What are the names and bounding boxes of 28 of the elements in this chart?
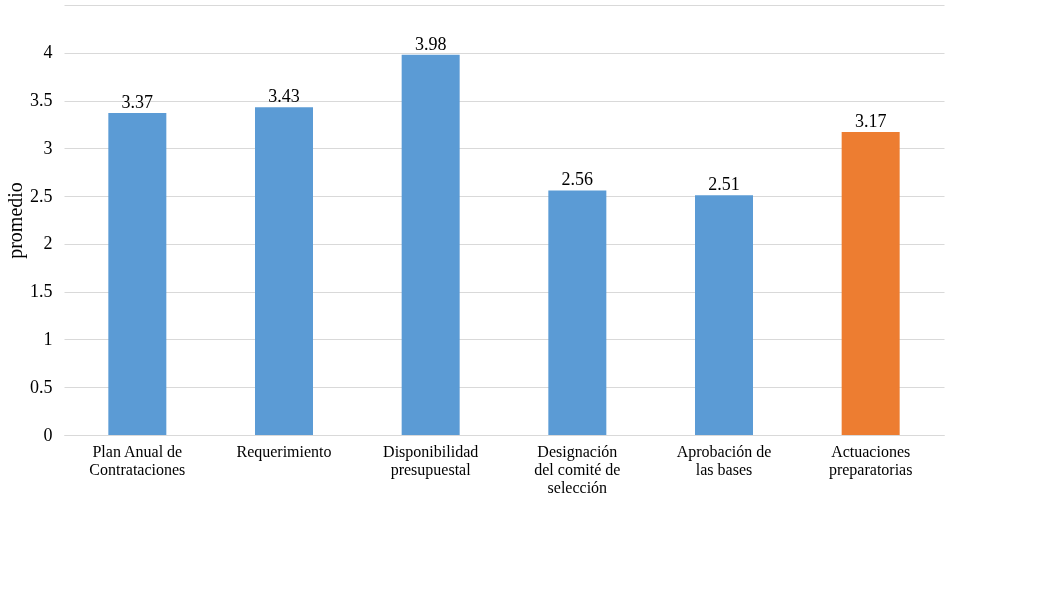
y-tick-label: 3.5 [30, 90, 53, 111]
bar [695, 195, 753, 435]
data-label: 2.56 [561, 169, 594, 190]
x-tick-label: Actuaciones preparatorias [828, 442, 913, 479]
x-tick-label: Requerimiento [236, 442, 332, 461]
y-tick-label: 4 [43, 42, 53, 63]
data-label: 2.51 [708, 174, 740, 195]
x-tick-label: Plan Anual de Contrataciones [89, 442, 186, 478]
data-label: 3.17 [854, 111, 887, 132]
y-axis-title: promedio [4, 182, 27, 259]
x-tick-label: Designación del comité de selección [534, 442, 621, 496]
y-tick-label: 0.5 [30, 376, 53, 397]
bar [108, 112, 167, 435]
bar [841, 132, 900, 435]
bar [401, 54, 460, 435]
y-tick-label: 0 [43, 424, 53, 445]
y-tick-label: 3 [43, 137, 53, 158]
bar [548, 190, 607, 435]
x-tick-label: Aprobación de las bases [676, 442, 772, 478]
data-label: 3.98 [414, 33, 447, 54]
x-tick-label: Disponibilidad presupuestal [383, 442, 479, 479]
y-tick-label: 2.5 [30, 185, 53, 206]
bar [255, 107, 313, 435]
data-label: 3.43 [268, 86, 300, 107]
y-tick-label: 1.5 [30, 281, 53, 302]
y-tick-label: 1 [43, 328, 53, 349]
data-label: 3.37 [121, 91, 154, 112]
y-tick-label: 2 [43, 233, 53, 254]
